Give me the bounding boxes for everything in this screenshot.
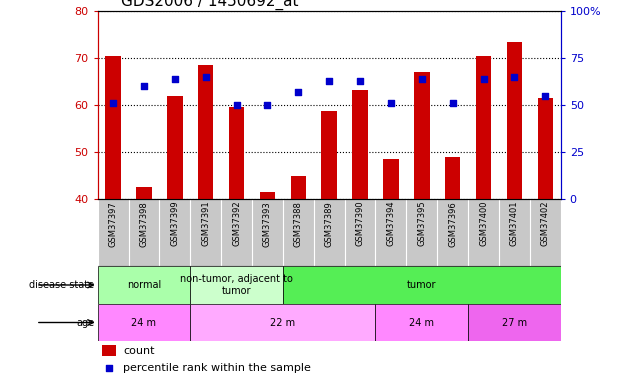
- Point: [263, 102, 273, 108]
- Point: [417, 76, 427, 82]
- Text: GSM37401: GSM37401: [510, 201, 519, 246]
- Bar: [98, 304, 190, 341]
- Bar: [375, 304, 468, 341]
- Text: GSM37397: GSM37397: [108, 201, 118, 246]
- Text: GSM37389: GSM37389: [324, 201, 334, 246]
- Text: GSM37398: GSM37398: [139, 201, 149, 246]
- Text: GSM37399: GSM37399: [170, 201, 180, 246]
- Text: age: age: [76, 318, 94, 327]
- Text: GSM37392: GSM37392: [232, 201, 241, 246]
- Bar: [190, 304, 375, 341]
- Text: GSM37394: GSM37394: [386, 201, 396, 246]
- Point: [448, 100, 458, 106]
- Text: percentile rank within the sample: percentile rank within the sample: [123, 363, 311, 373]
- Text: tumor: tumor: [407, 280, 437, 290]
- Text: 24 m: 24 m: [132, 318, 156, 327]
- Bar: [290, 176, 306, 199]
- Bar: [321, 111, 337, 199]
- Text: GSM37395: GSM37395: [417, 201, 427, 246]
- Bar: [468, 304, 561, 341]
- Point: [541, 93, 551, 99]
- Bar: [198, 65, 214, 199]
- Bar: [190, 266, 283, 304]
- Bar: [476, 56, 491, 199]
- Text: GSM37391: GSM37391: [201, 201, 210, 246]
- Point: [139, 83, 149, 89]
- Point: [479, 76, 489, 82]
- Text: normal: normal: [127, 280, 161, 290]
- Bar: [105, 56, 121, 199]
- Bar: [352, 90, 368, 199]
- Text: 27 m: 27 m: [502, 318, 527, 327]
- Point: [294, 89, 304, 95]
- Bar: [414, 72, 430, 199]
- Text: GSM37393: GSM37393: [263, 201, 272, 246]
- Bar: [98, 266, 190, 304]
- Point: [200, 74, 210, 80]
- Point: [386, 100, 396, 106]
- Text: GSM37388: GSM37388: [294, 201, 303, 247]
- Bar: [283, 266, 561, 304]
- Point: [108, 100, 118, 106]
- Text: count: count: [123, 346, 154, 356]
- Bar: [167, 96, 183, 199]
- Text: GSM37400: GSM37400: [479, 201, 488, 246]
- Point: [324, 78, 335, 84]
- Bar: [102, 345, 116, 356]
- Bar: [136, 187, 152, 199]
- Bar: [229, 107, 244, 199]
- Point: [510, 74, 520, 80]
- Bar: [260, 192, 275, 199]
- Text: 22 m: 22 m: [270, 318, 295, 327]
- Bar: [383, 159, 399, 199]
- Text: GSM37390: GSM37390: [355, 201, 365, 246]
- Text: non-tumor, adjacent to
tumor: non-tumor, adjacent to tumor: [180, 274, 293, 296]
- Point: [355, 78, 365, 84]
- Bar: [445, 157, 461, 199]
- Text: GSM37396: GSM37396: [448, 201, 457, 246]
- Point: [232, 102, 242, 108]
- Text: 24 m: 24 m: [410, 318, 434, 327]
- Text: GDS2006 / 1450692_at: GDS2006 / 1450692_at: [121, 0, 298, 10]
- Point: [170, 76, 180, 82]
- Text: disease state: disease state: [30, 280, 94, 290]
- Bar: [507, 42, 522, 199]
- Text: GSM37402: GSM37402: [541, 201, 550, 246]
- Point: [430, 288, 440, 294]
- Bar: [537, 98, 553, 199]
